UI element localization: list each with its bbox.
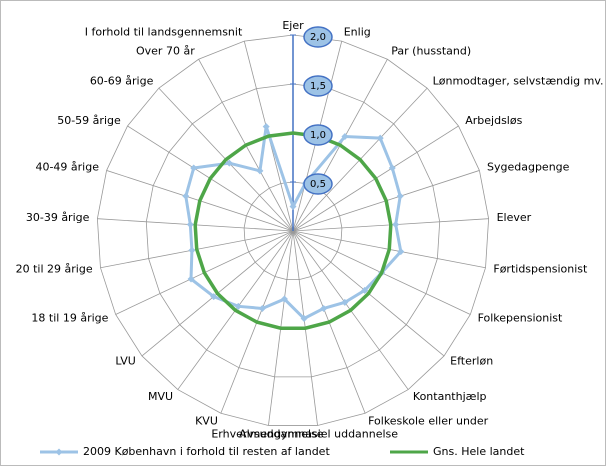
tick-badge	[303, 75, 333, 97]
category-label: Over 70 år	[136, 44, 195, 57]
category-label: 40-49 årige	[35, 161, 99, 174]
category-label: Førtidspensionist	[493, 262, 588, 275]
series-marker	[388, 164, 396, 172]
tick-label: 1,0	[310, 130, 326, 141]
category-label: Par (husstand)	[391, 44, 471, 57]
tick-label: 0,5	[310, 179, 326, 190]
series-marker	[396, 192, 404, 200]
series-marker	[182, 192, 190, 200]
category-label: Elever	[497, 211, 532, 224]
series-marker	[392, 221, 400, 229]
tick-badge	[303, 124, 333, 146]
category-label: Arbejdsløs	[465, 114, 522, 127]
series-marker	[210, 293, 218, 301]
category-label: Ejer	[282, 19, 304, 32]
series-line	[193, 131, 393, 330]
grid-ring	[243, 181, 343, 281]
category-label: 20 til 29 årige	[16, 262, 93, 275]
series-marker	[225, 159, 233, 167]
category-label: Erhvervsuddannelse	[211, 427, 323, 440]
category-label: MVU	[148, 390, 173, 403]
series-marker	[256, 167, 264, 175]
category-label: I forhold til landsgennemsnit	[85, 25, 243, 38]
series-marker	[341, 298, 349, 306]
series-line	[184, 126, 403, 321]
series-marker	[341, 133, 349, 141]
category-label: 18 til 19 årige	[31, 311, 108, 324]
category-label: Enlig	[344, 25, 371, 38]
tick-badge	[303, 173, 333, 195]
category-label: Lønmodtager, selvstændig mv.	[433, 75, 604, 88]
category-label: Folkepensionist	[478, 311, 563, 324]
legend-marker	[55, 448, 63, 456]
series-marker	[320, 304, 328, 312]
category-label: Folkeskole eller under	[368, 415, 489, 428]
series-marker	[280, 295, 288, 303]
legend-label: 2009 København i forhold til resten af l…	[83, 445, 330, 458]
category-label: Kontanthjælp	[413, 390, 487, 403]
category-label: Efterløn	[450, 355, 493, 368]
series-marker	[187, 275, 195, 283]
category-label: KVU	[195, 415, 218, 428]
series-marker	[190, 164, 198, 172]
series-marker	[376, 134, 384, 142]
legend-label: Gns. Hele landet	[433, 445, 525, 458]
category-label: Sygedagpenge	[487, 161, 570, 174]
series-marker	[234, 302, 242, 310]
category-label: 30-39 årige	[26, 211, 90, 224]
category-label: Almengymnasiel uddannelse	[239, 427, 398, 440]
series-marker	[188, 246, 196, 254]
series-marker	[397, 248, 405, 256]
series-marker	[258, 304, 266, 312]
series-marker	[186, 221, 194, 229]
series-marker	[361, 286, 369, 294]
tick-label: 1,5	[310, 81, 326, 92]
category-label: LVU	[115, 355, 136, 368]
series-marker	[289, 203, 297, 210]
category-label: 60-69 årige	[90, 75, 154, 88]
series-marker	[300, 315, 308, 323]
series-marker	[262, 123, 270, 131]
grid-ring	[96, 34, 490, 426]
tick-badge	[303, 26, 333, 48]
category-label: 50-59 årige	[57, 114, 121, 127]
tick-label: 2,0	[310, 32, 326, 43]
grid-ring	[145, 83, 441, 378]
